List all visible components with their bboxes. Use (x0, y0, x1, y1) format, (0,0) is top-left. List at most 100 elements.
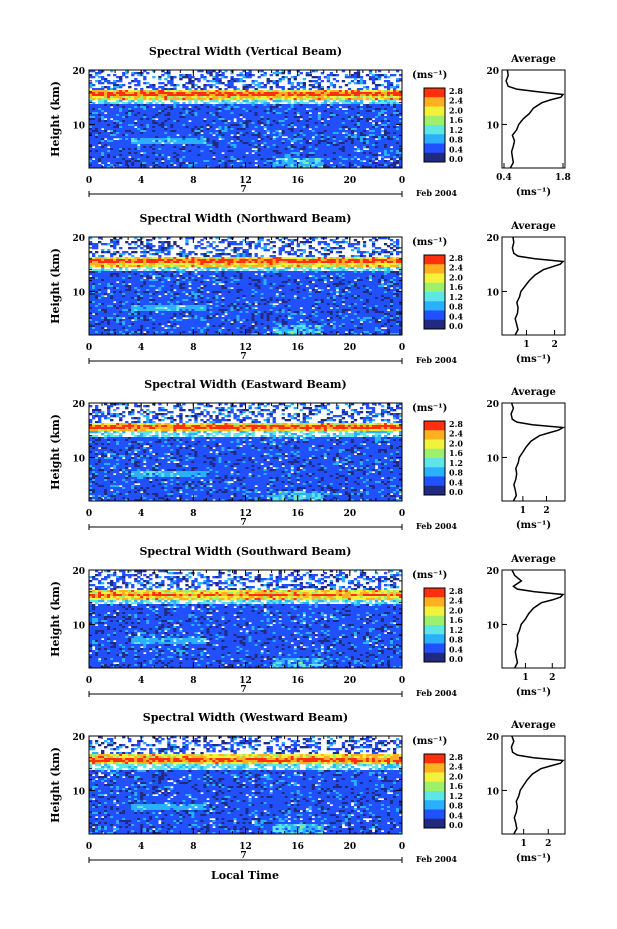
heatmap-cell (308, 104, 313, 107)
heatmap-cell (227, 142, 231, 145)
heatmap-cell (311, 112, 316, 115)
heatmap-cell (92, 253, 96, 256)
heatmap-cell (290, 132, 294, 135)
heatmap-cell (281, 72, 285, 75)
heatmap-cell (377, 128, 382, 131)
heatmap-cell (155, 249, 159, 252)
heatmap-cell (95, 160, 99, 163)
heatmap-cell (203, 114, 207, 117)
heatmap-cell (224, 88, 228, 91)
heatmap-cell (320, 98, 325, 101)
heatmap-cell (131, 90, 135, 93)
heatmap-cell (341, 118, 346, 121)
heatmap-cell (275, 118, 279, 121)
heatmap-cell (116, 114, 120, 117)
heatmap-cell (167, 162, 171, 165)
heatmap-cell (176, 84, 180, 87)
heatmap-cell (380, 84, 385, 87)
heatmap-cell (356, 80, 361, 83)
heatmap-cell (131, 122, 135, 125)
heatmap-cell (281, 100, 285, 103)
heatmap-cell (155, 116, 159, 119)
heatmap-cell (206, 120, 210, 123)
heatmap-cell (359, 251, 364, 254)
heatmap-cell (266, 120, 270, 123)
heatmap-cell (107, 142, 111, 145)
heatmap-cell (158, 114, 162, 117)
heatmap-cell (227, 245, 231, 248)
heatmap-cell (155, 108, 159, 111)
heatmap-cell (341, 162, 346, 165)
heatmap-cell (290, 106, 294, 109)
heatmap-cell (329, 122, 334, 125)
heatmap-cell (389, 122, 394, 125)
heatmap-cell (212, 116, 216, 119)
heatmap-cell (275, 152, 279, 155)
heatmap-cell (278, 116, 282, 119)
heatmap-cell (179, 122, 183, 125)
heatmap-cell (176, 148, 180, 151)
heatmap-cell (344, 150, 349, 153)
heatmap-cell (179, 92, 183, 95)
heatmap-cell (374, 118, 379, 121)
heatmap-cell (215, 96, 219, 99)
heatmap-cell (314, 162, 319, 165)
heatmap-cell (350, 80, 355, 83)
heatmap-cell (248, 98, 252, 101)
heatmap-cell (236, 120, 240, 123)
heatmap-cell (284, 144, 288, 147)
heatmap-cell (302, 130, 306, 133)
heatmap-cell (293, 136, 297, 139)
heatmap-cell (128, 126, 132, 129)
heatmap-cell (125, 114, 129, 117)
heatmap-cell (293, 102, 297, 105)
heatmap-cell (347, 150, 352, 153)
heatmap-cell (95, 122, 99, 125)
heatmap-cell (146, 94, 150, 97)
heatmap-cell (221, 134, 225, 137)
heatmap-cell (260, 160, 264, 163)
heatmap-cell (197, 128, 201, 131)
heatmap-cell (161, 90, 165, 93)
heatmap-cell (248, 70, 252, 73)
heatmap-cell (398, 144, 402, 147)
heatmap-cell (152, 245, 156, 248)
heatmap-cell (389, 110, 394, 113)
heatmap-cell (143, 110, 147, 113)
heatmap-cell (113, 239, 117, 242)
heatmap-cell (230, 130, 234, 133)
heatmap-cell (386, 100, 391, 103)
heatmap-cell (341, 120, 346, 123)
heatmap-cell (176, 104, 180, 107)
heatmap-cell (104, 243, 108, 246)
heatmap-cell (215, 122, 219, 125)
heatmap-cell (284, 114, 288, 117)
heatmap-cell (332, 150, 337, 153)
heatmap-cell (158, 152, 162, 155)
heatmap-cell (335, 92, 340, 95)
heatmap-cell (359, 94, 364, 97)
heatmap-cell (155, 134, 159, 137)
heatmap-cell (215, 255, 219, 258)
heatmap-cell (212, 92, 216, 95)
heatmap-cell (305, 158, 309, 161)
heatmap-cell (332, 74, 337, 77)
heatmap-cell (173, 150, 177, 153)
heatmap-cell (368, 134, 373, 137)
heatmap-cell (95, 247, 99, 250)
heatmap-cell (221, 136, 225, 139)
heatmap-cell (191, 142, 195, 145)
colorbar-swatch (424, 143, 445, 154)
heatmap-cell (152, 114, 156, 117)
heatmap-cell (251, 126, 255, 129)
heatmap-cell (131, 116, 135, 119)
heatmap-cell (308, 251, 313, 254)
heatmap-cell (98, 106, 102, 109)
heatmap-cell (320, 72, 325, 75)
heatmap-cell (308, 158, 313, 161)
heatmap-cell (134, 142, 138, 145)
heatmap-cell (272, 241, 276, 244)
heatmap-cell (284, 96, 288, 99)
heatmap-cell (224, 146, 228, 149)
heatmap-cell (383, 118, 388, 121)
